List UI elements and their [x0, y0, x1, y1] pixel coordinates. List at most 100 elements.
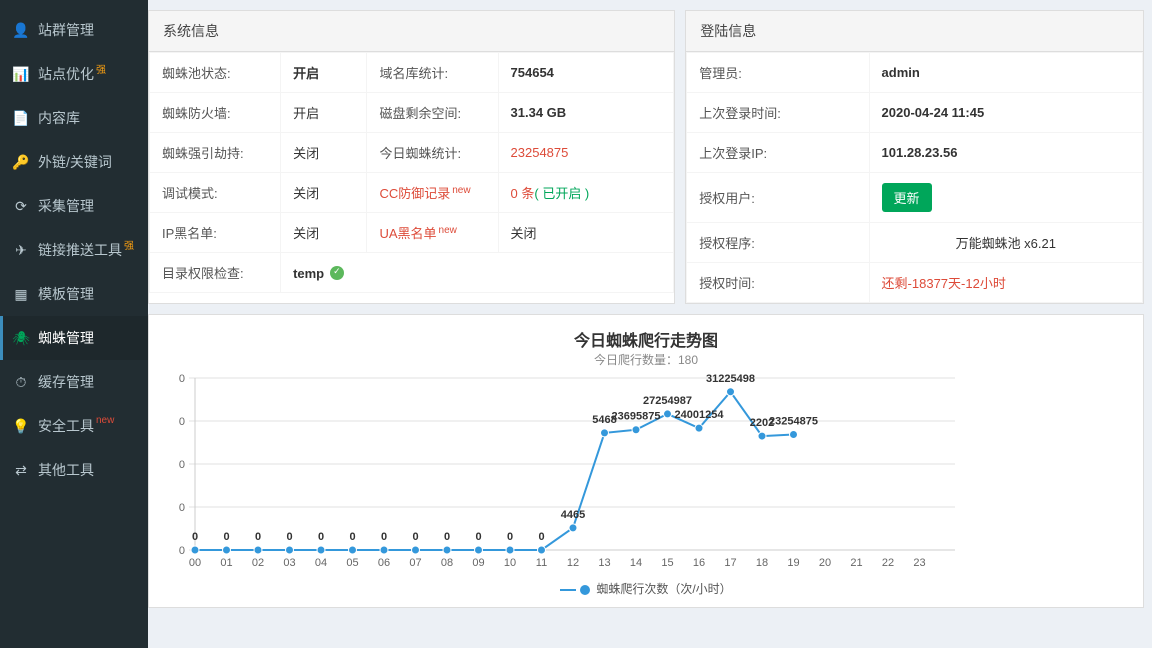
sys-label: 今日蜘蛛统计: [367, 133, 498, 173]
sys-label: 域名库统计: [367, 53, 498, 93]
svg-text:12: 12 [567, 557, 579, 569]
sidebar-item-1[interactable]: 📊站点优化强 [0, 52, 148, 96]
sys-value: 关闭 [498, 213, 674, 253]
chart-subtitle: 今日爬行数量：180 [159, 351, 1133, 368]
svg-text:11: 11 [536, 557, 547, 569]
sidebar-label: 站群管理 [38, 20, 94, 40]
svg-text:0: 0 [179, 374, 185, 385]
sys-label: 蜘蛛强引劫持: [150, 133, 281, 173]
sys-label: 磁盘剩余空间: [367, 93, 498, 133]
svg-text:0: 0 [179, 502, 185, 514]
login-label: 上次登录IP: [687, 133, 869, 173]
sys-label[interactable]: CC防御记录new [367, 173, 498, 213]
sidebar-label: 蜘蛛管理 [38, 328, 94, 348]
sidebar-item-5[interactable]: ✈链接推送工具强 [0, 228, 148, 272]
sys-value: 31.34 GB [498, 93, 674, 133]
sidebar-label: 站点优化 [38, 64, 94, 84]
spider-trend-chart: 0000000010203040506070809101112131415161… [159, 374, 959, 574]
sys-label: 蜘蛛池状态: [150, 53, 281, 93]
svg-text:02: 02 [252, 557, 264, 569]
svg-text:0: 0 [223, 531, 229, 543]
sidebar-item-4[interactable]: ⟳采集管理 [0, 184, 148, 228]
sys-label: IP黑名单: [150, 213, 281, 253]
login-value: 101.28.23.56 [869, 133, 1142, 173]
sidebar-item-9[interactable]: 💡安全工具new [0, 404, 148, 448]
sidebar-item-10[interactable]: ⇄ 其他工具 [0, 448, 148, 492]
sidebar-icon: 📊 [12, 66, 30, 83]
svg-text:0: 0 [412, 531, 418, 543]
svg-text:20: 20 [819, 557, 831, 569]
sidebar-label: 其他工具 [38, 460, 94, 480]
svg-text:27254987: 27254987 [643, 395, 692, 407]
sys-label[interactable]: UA黑名单new [367, 213, 498, 253]
svg-text:0: 0 [538, 531, 544, 543]
sidebar: 👤站群管理📊站点优化强📄内容库🔑外链/关键词⟳采集管理✈链接推送工具强▦模板管理… [0, 0, 148, 648]
sidebar-icon: ⇄ [12, 462, 30, 479]
login-info-table: 管理员:admin上次登录时间:2020-04-24 11:45上次登录IP:1… [686, 52, 1143, 303]
login-value: 更新 [869, 173, 1142, 223]
chart-legend: 蜘蛛爬行次数（次/小时） [159, 580, 1133, 597]
sys-label: 调试模式: [150, 173, 281, 213]
sidebar-label: 外链/关键词 [38, 152, 112, 172]
sys-label: 目录权限检查: [150, 253, 281, 293]
svg-text:15: 15 [661, 557, 673, 569]
svg-text:0: 0 [475, 531, 481, 543]
chart-title: 今日蜘蛛爬行走势图 [159, 327, 1133, 351]
svg-text:0: 0 [444, 531, 450, 543]
svg-text:0: 0 [318, 531, 324, 543]
svg-text:09: 09 [472, 557, 484, 569]
svg-text:0: 0 [255, 531, 261, 543]
svg-text:16: 16 [693, 557, 705, 569]
svg-text:0: 0 [349, 531, 355, 543]
login-label: 管理员: [687, 53, 869, 93]
sys-value: 开启 [281, 53, 367, 93]
login-label: 授权程序: [687, 223, 869, 263]
sidebar-icon: ⏱ [12, 374, 30, 391]
svg-text:23254875: 23254875 [769, 415, 818, 427]
svg-text:0: 0 [179, 416, 185, 428]
svg-text:07: 07 [409, 557, 421, 569]
login-info-title: 登陆信息 [686, 11, 1143, 52]
svg-text:4465: 4465 [561, 509, 585, 521]
sys-value: 0 条( 已开启 ) [498, 173, 674, 213]
sidebar-item-2[interactable]: 📄 内容库 [0, 96, 148, 140]
sidebar-label: 内容库 [38, 108, 80, 128]
sidebar-icon: 💡 [12, 418, 30, 435]
sidebar-item-3[interactable]: 🔑 外链/关键词 [0, 140, 148, 184]
sidebar-item-0[interactable]: 👤站群管理 [0, 8, 148, 52]
system-info-title: 系统信息 [149, 11, 674, 52]
svg-text:13: 13 [598, 557, 610, 569]
login-label: 授权用户: [687, 173, 869, 223]
svg-text:08: 08 [441, 557, 453, 569]
sys-value: 关闭 [281, 133, 367, 173]
svg-text:0: 0 [192, 531, 198, 543]
sys-value: 23254875 [498, 133, 674, 173]
sidebar-icon: 🕷 [12, 330, 30, 347]
login-label: 授权时间: [687, 263, 869, 303]
sidebar-item-6[interactable]: ▦模板管理 [0, 272, 148, 316]
login-value: admin [869, 53, 1142, 93]
system-info-panel: 系统信息 蜘蛛池状态:开启域名库统计:754654蜘蛛防火墙:开启磁盘剩余空间:… [148, 10, 675, 304]
sidebar-icon: ⟳ [12, 198, 30, 215]
sidebar-item-7[interactable]: 🕷 蜘蛛管理 [0, 316, 148, 360]
svg-text:0: 0 [179, 545, 185, 557]
sidebar-icon: 📄 [12, 110, 30, 127]
sidebar-icon: ✈ [12, 242, 30, 259]
svg-text:10: 10 [504, 557, 516, 569]
refresh-button[interactable]: 更新 [882, 183, 932, 212]
svg-text:03: 03 [283, 557, 295, 569]
svg-text:0: 0 [179, 459, 185, 471]
svg-text:23695875: 23695875 [612, 411, 661, 423]
login-value: 2020-04-24 11:45 [869, 93, 1142, 133]
sidebar-icon: ▦ [12, 286, 30, 303]
svg-text:04: 04 [315, 557, 327, 569]
svg-text:18: 18 [756, 557, 768, 569]
chart-panel: 今日蜘蛛爬行走势图 今日爬行数量：180 0000000010203040506… [148, 314, 1144, 608]
sidebar-label: 链接推送工具 [38, 240, 122, 260]
sys-value: 关闭 [281, 213, 367, 253]
svg-text:23: 23 [913, 557, 925, 569]
sidebar-icon: 🔑 [12, 154, 30, 171]
sys-value: 754654 [498, 53, 674, 93]
svg-text:14: 14 [630, 557, 642, 569]
sidebar-item-8[interactable]: ⏱缓存管理 [0, 360, 148, 404]
